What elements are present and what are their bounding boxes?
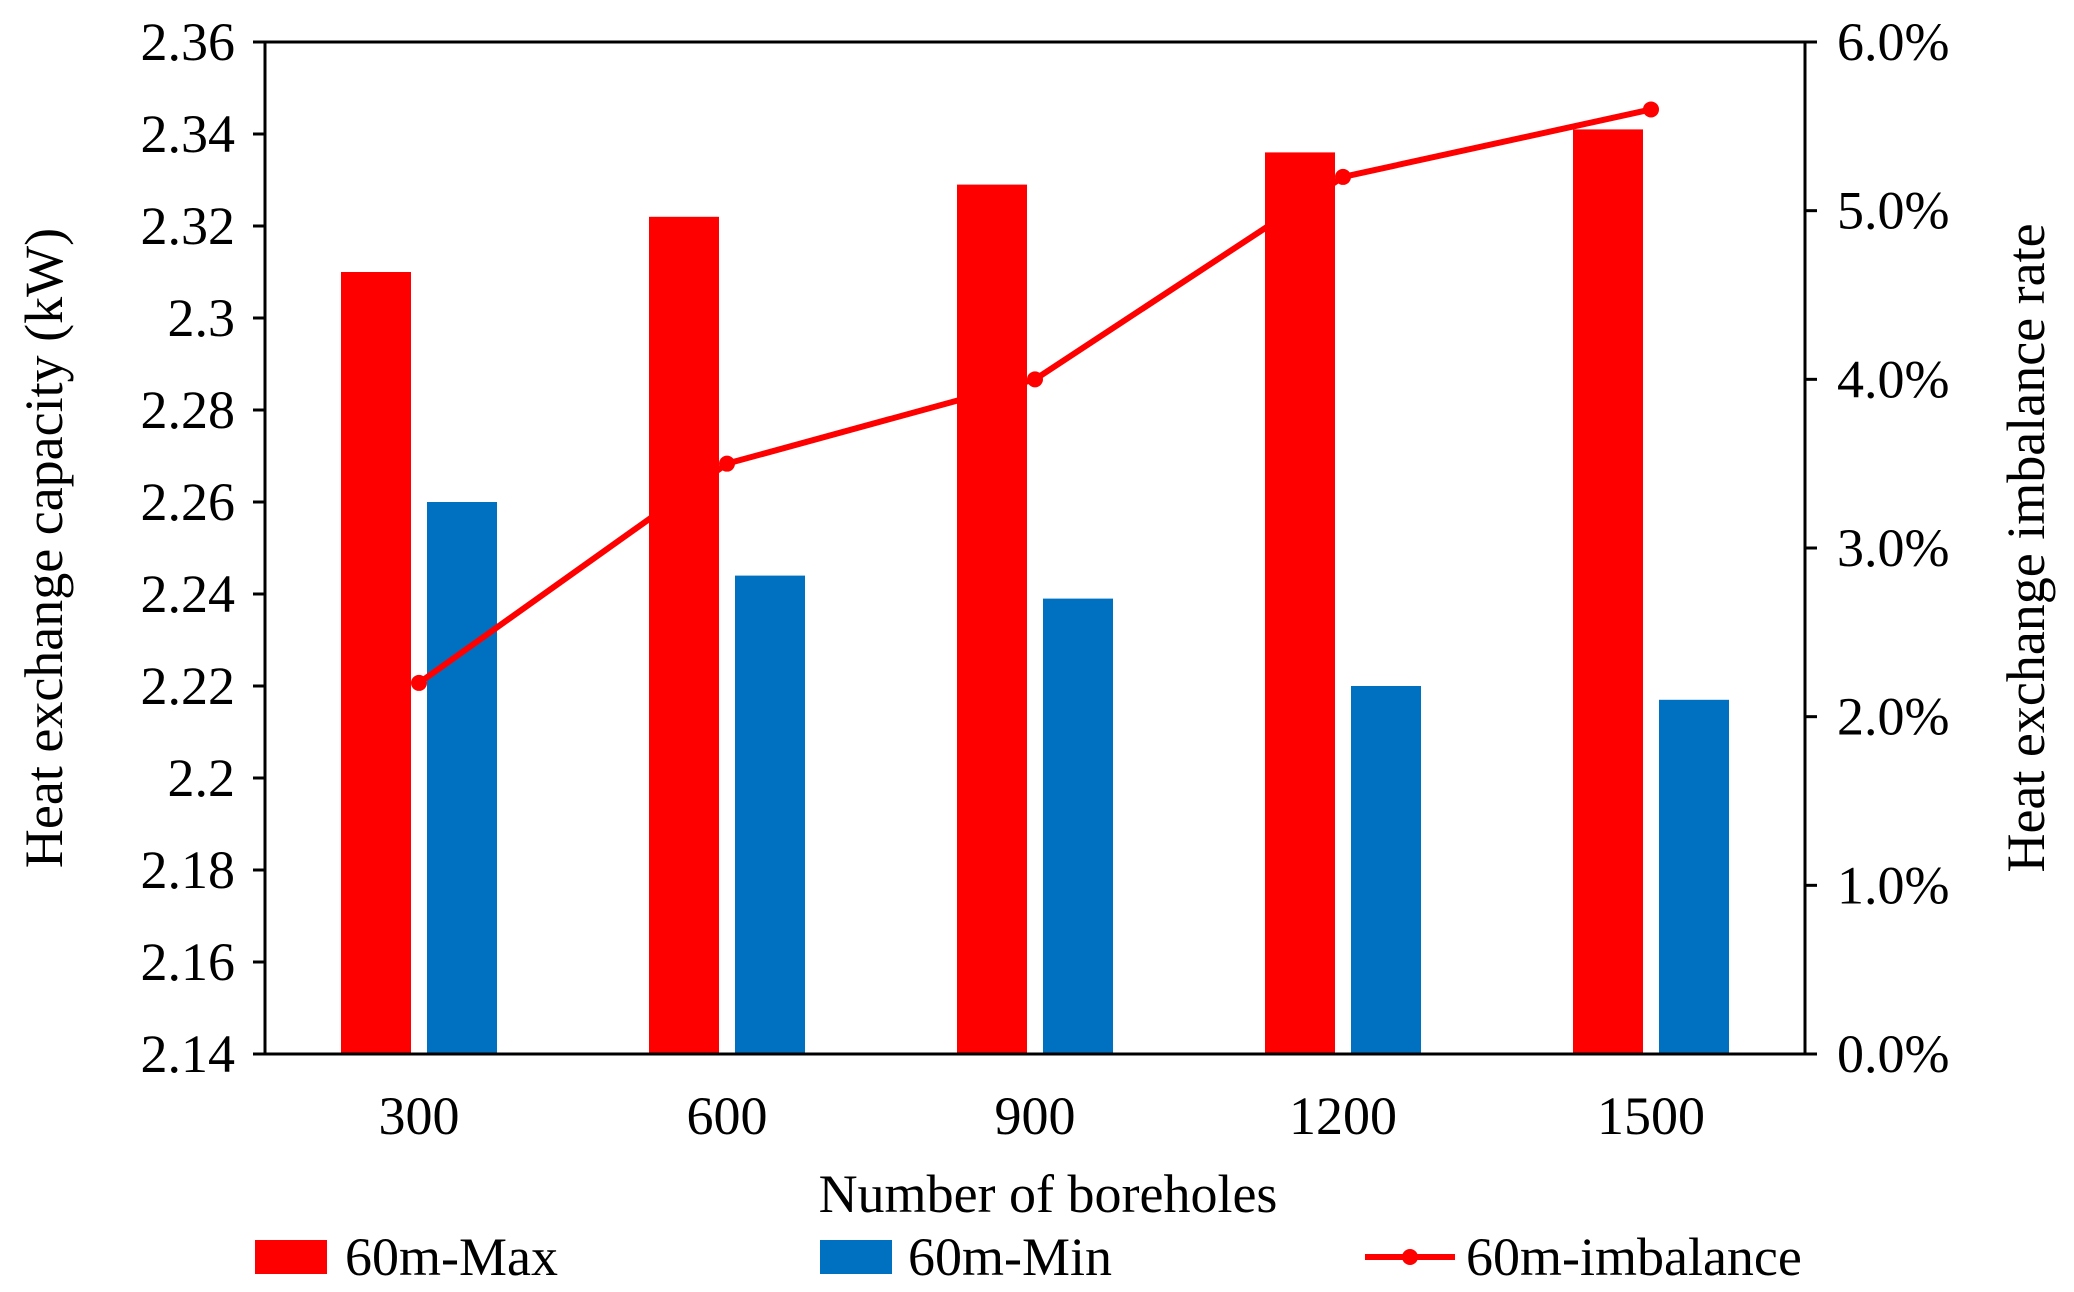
bar-60m-min-1500 — [1659, 699, 1729, 1054]
y2-tick-label: 1.0% — [1837, 855, 1949, 915]
x-axis-title: Number of boreholes — [819, 1164, 1278, 1224]
y-tick-label: 2.24 — [141, 564, 236, 624]
point-60m-imbalance-900 — [1027, 371, 1043, 388]
point-60m-imbalance-1500 — [1643, 101, 1659, 118]
bar-60m-min-1200 — [1351, 686, 1421, 1054]
y2-tick-label: 3.0% — [1837, 518, 1949, 578]
y-tick-label: 2.22 — [141, 656, 236, 716]
y-tick-label: 2.32 — [141, 196, 236, 256]
left-axis-ticks: 2.14 2.16 2.18 2.2 2.22 2.24 2.26 2.28 2.3 2.32 2.… — [141, 12, 265, 1084]
line-60m-imbalance — [417, 106, 1652, 686]
x-tick-label: 1200 — [1289, 1086, 1397, 1146]
legend-label-60m-imbalance: 60m-imbalance — [1466, 1227, 1802, 1287]
y-tick-label: 2.2 — [168, 748, 236, 808]
y-tick-label: 2.26 — [141, 472, 236, 532]
y-tick-label: 2.16 — [141, 932, 236, 992]
legend: 60m-Max 60m-Min 60m-imbalance — [255, 1227, 1802, 1287]
x-axis-ticks: 300 600 900 1200 1500 — [379, 1086, 1706, 1146]
bar-60m-max-1200 — [1265, 152, 1335, 1054]
y-tick-label: 2.14 — [141, 1024, 236, 1084]
y-tick-label: 2.28 — [141, 380, 236, 440]
legend-marker-60m-imbalance — [1402, 1249, 1418, 1265]
bar-60m-min-300 — [427, 502, 497, 1054]
bar-60m-max-600 — [649, 216, 719, 1055]
y2-tick-label: 4.0% — [1837, 349, 1949, 409]
point-60m-imbalance-600 — [719, 455, 735, 472]
y2-tick-label: 2.0% — [1837, 687, 1949, 747]
right-axis-ticks: 0.0% 1.0% 2.0% 3.0% 4.0% 5.0% 6.0% — [1805, 12, 1949, 1084]
x-tick-label: 900 — [995, 1086, 1076, 1146]
y-tick-label: 2.3 — [168, 288, 236, 348]
y2-tick-label: 0.0% — [1837, 1024, 1949, 1084]
x-tick-label: 1500 — [1597, 1086, 1705, 1146]
line-layer — [411, 101, 1659, 691]
legend-swatch-60m-max — [255, 1240, 327, 1274]
y-tick-label: 2.18 — [141, 840, 236, 900]
bars-layer — [341, 129, 1729, 1055]
point-60m-imbalance-300 — [411, 674, 427, 691]
y2-tick-label: 5.0% — [1837, 181, 1949, 241]
y-tick-label: 2.34 — [141, 104, 236, 164]
y-tick-label: 2.36 — [141, 12, 236, 72]
y2-axis-title: Heat exchange imbalance rate — [1996, 223, 2056, 872]
point-60m-imbalance-1200 — [1335, 168, 1351, 185]
legend-label-60m-max: 60m-Max — [345, 1227, 558, 1287]
bar-60m-max-1500 — [1573, 129, 1643, 1054]
legend-label-60m-min: 60m-Min — [908, 1227, 1112, 1287]
x-tick-label: 300 — [379, 1086, 460, 1146]
bar-60m-max-300 — [341, 272, 411, 1054]
legend-swatch-60m-min — [820, 1240, 892, 1274]
y-axis-title: Heat exchange capacity (kW) — [14, 228, 74, 868]
bar-60m-min-600 — [735, 575, 805, 1054]
bar-60m-min-900 — [1043, 598, 1113, 1054]
y2-tick-label: 6.0% — [1837, 12, 1949, 72]
bar-60m-max-900 — [957, 184, 1027, 1055]
x-tick-label: 600 — [687, 1086, 768, 1146]
